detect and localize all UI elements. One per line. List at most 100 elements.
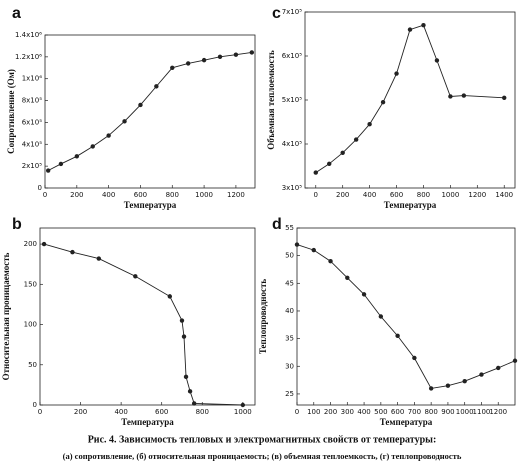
panel-label: c (272, 5, 281, 22)
x-axis-label: Температура (121, 417, 174, 427)
y-tick-label: 6x10⁵ (22, 118, 43, 126)
data-point (421, 23, 426, 28)
plot-frame (304, 11, 516, 189)
data-point (294, 242, 300, 247)
data-point (240, 402, 246, 408)
data-point (327, 161, 332, 166)
x-tick-label: 900 (441, 408, 454, 416)
x-tick-label: 300 (341, 408, 354, 416)
y-tick-label: 4x10⁵ (22, 140, 43, 148)
x-tick-label: 1000 (195, 191, 213, 199)
x-tick-label: 400 (102, 191, 115, 199)
x-tick-label: 1100 (473, 408, 491, 416)
x-tick-label: 600 (391, 408, 404, 416)
x-tick-label: 400 (357, 408, 370, 416)
data-point (187, 389, 193, 394)
x-tick-label: 200 (74, 408, 87, 416)
data-point (512, 358, 518, 363)
y-axis-label: Теплопроводность (258, 279, 268, 355)
data-point (353, 137, 359, 142)
plot-frame (296, 227, 516, 406)
y-tick-label: 150 (24, 280, 37, 288)
data-point (133, 274, 138, 279)
x-axis-label: Температура (384, 200, 437, 210)
x-tick-label: 800 (417, 191, 430, 199)
x-tick-label: 100 (307, 408, 320, 416)
data-point (328, 258, 333, 264)
y-tick-label: 4x10⁵ (282, 140, 303, 148)
panel-label: d (272, 216, 282, 233)
data-point (361, 292, 367, 297)
data-point (181, 334, 187, 339)
y-axis-label: Относительная проницаемость (1, 252, 11, 380)
x-tick-label: 800 (166, 191, 179, 199)
y-axis-label: Объемная теплоемкость (266, 50, 276, 150)
data-point (41, 241, 47, 247)
data-point (378, 314, 384, 319)
data-point (179, 318, 185, 323)
x-tick-label: 200 (336, 191, 349, 199)
x-tick-label: 400 (114, 408, 127, 416)
data-point (191, 401, 197, 406)
data-point (462, 379, 467, 384)
data-point (249, 50, 255, 55)
data-point (479, 372, 484, 377)
x-tick-label: 0 (38, 408, 42, 416)
data-line (315, 24, 505, 173)
x-tick-label: 700 (408, 408, 421, 416)
y-tick-label: 1x10⁶ (22, 75, 43, 83)
y-tick-label: 50 (28, 361, 37, 369)
y-tick-label: 0 (38, 184, 42, 192)
data-point (428, 386, 434, 391)
data-point (380, 100, 386, 105)
data-point (461, 93, 467, 98)
data-point (58, 161, 64, 167)
data-line (47, 52, 252, 171)
x-tick-label: 600 (134, 191, 147, 199)
x-tick-label: 200 (324, 408, 337, 416)
x-axis-label: Температура (380, 417, 433, 427)
y-tick-label: 3x10⁵ (282, 184, 303, 192)
y-tick-label: 45 (285, 279, 294, 287)
x-tick-label: 600 (155, 408, 168, 416)
data-point (45, 168, 51, 173)
data-point (345, 275, 350, 280)
data-point (74, 154, 80, 159)
y-tick-label: 35 (285, 335, 294, 343)
y-tick-label: 1.4x10⁶ (15, 31, 42, 39)
y-tick-label: 25 (285, 390, 294, 398)
x-tick-label: 1200 (227, 191, 245, 199)
data-point (201, 57, 207, 63)
data-point (367, 122, 372, 127)
data-point (185, 61, 191, 66)
data-point (445, 383, 451, 388)
data-point (138, 102, 143, 108)
data-point (395, 333, 400, 339)
plot-frame (39, 227, 256, 406)
x-tick-label: 0 (295, 408, 299, 416)
y-tick-label: 7x10⁵ (282, 8, 303, 16)
y-tick-label: 8x10⁵ (22, 97, 43, 105)
x-tick-label: 600 (390, 191, 403, 199)
x-tick-label: 800 (196, 408, 209, 416)
data-point (122, 119, 127, 124)
caption-subtitle: (а) сопротивление, (б) относительная про… (63, 451, 462, 461)
x-tick-label: 1400 (495, 191, 513, 199)
data-point (313, 170, 318, 175)
y-tick-label: 40 (285, 307, 294, 315)
data-point (412, 355, 417, 361)
panel-label: a (12, 5, 21, 22)
data-point (340, 150, 345, 155)
x-tick-label: 1000 (234, 408, 252, 416)
x-tick-label: 500 (374, 408, 387, 416)
plot-frame (44, 34, 256, 189)
x-tick-label: 1200 (489, 408, 507, 416)
data-point (70, 249, 75, 255)
data-point (154, 84, 159, 89)
x-tick-label: 400 (363, 191, 376, 199)
data-point (502, 95, 507, 101)
data-point (407, 27, 413, 32)
data-point (106, 133, 111, 138)
data-point (170, 65, 175, 70)
data-point (167, 294, 173, 299)
